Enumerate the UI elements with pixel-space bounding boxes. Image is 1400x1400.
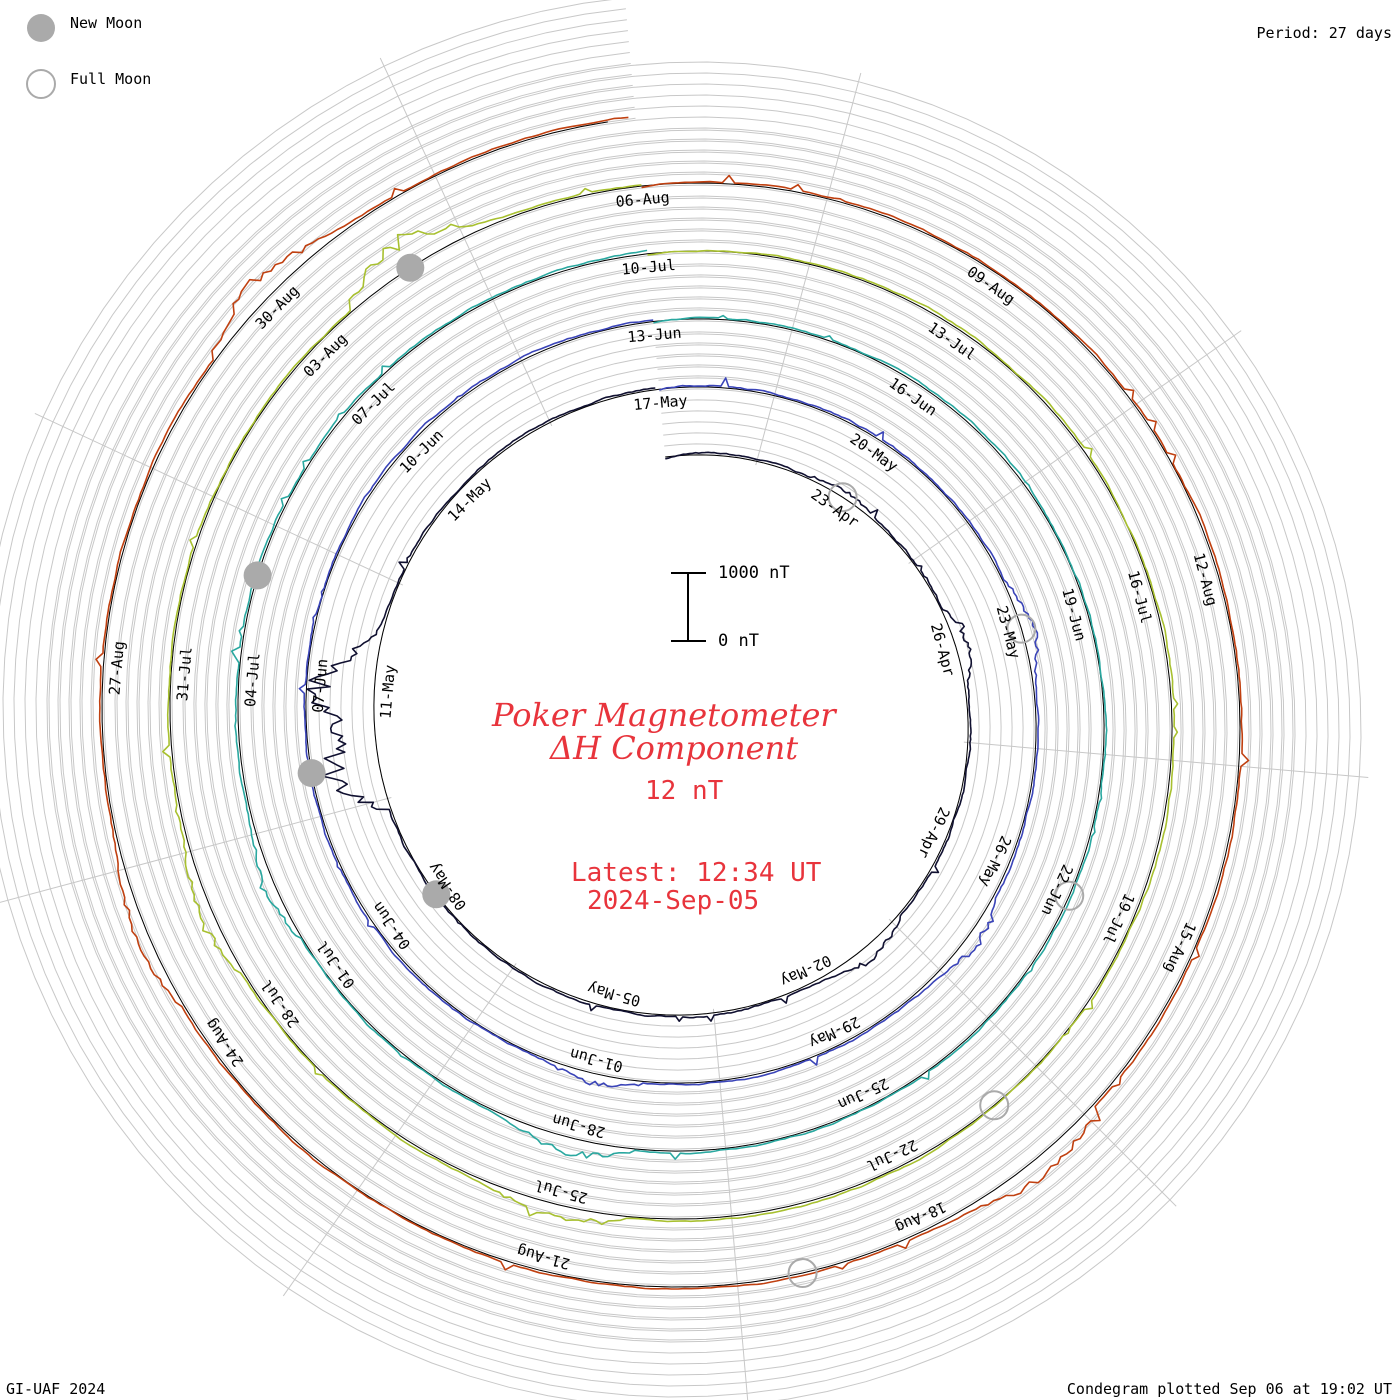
full-moon-marker — [1006, 613, 1037, 644]
grid-spoke — [0, 797, 392, 903]
date-label: 27-Aug — [105, 640, 128, 696]
spiral-baselines — [101, 121, 1241, 1288]
grid-spoke — [963, 741, 1369, 779]
new-moon-marker — [243, 561, 272, 590]
trace-series-1 — [306, 387, 973, 1022]
date-label: 26-May — [976, 833, 1015, 890]
legend-symbols — [26, 14, 56, 99]
new-moon-marker — [297, 759, 326, 788]
latest-time: Latest: 12:34 UT — [571, 858, 822, 888]
trace-series-2 — [298, 319, 1040, 1088]
new-moon-marker — [396, 253, 425, 282]
full-moon-marker — [787, 1258, 818, 1289]
date-label: 10-Jul — [621, 256, 677, 279]
grid-spoke — [712, 1008, 749, 1400]
date-label: 29-Apr — [914, 804, 953, 861]
grid-spoke — [888, 918, 1177, 1207]
full-moon-marker — [1054, 880, 1085, 911]
date-label: 02-May — [777, 951, 834, 990]
full-moon-marker — [827, 482, 858, 513]
date-label: 13-Jun — [627, 324, 683, 347]
baseline-spiral — [101, 121, 1241, 1288]
date-label: 31-Jul — [173, 646, 196, 702]
trace-series-5 — [95, 116, 1250, 1290]
grid-spoke — [908, 330, 1242, 564]
date-label: 17-May — [633, 391, 689, 414]
legend-full-moon-label: Full Moon — [70, 70, 152, 88]
date-label: 26-Apr — [927, 621, 958, 678]
date-label: 07-Jun — [309, 658, 332, 714]
date-label: 04-Jul — [241, 652, 264, 708]
trace-series-3 — [230, 249, 1108, 1160]
chart-title: Poker Magnetometer — [492, 696, 836, 734]
current-value: 12 nT — [645, 776, 724, 806]
new-moon-icon — [27, 14, 55, 42]
new-moon-marker — [422, 880, 451, 909]
grid-spoke — [379, 57, 553, 427]
date-label: 29-May — [806, 1013, 863, 1052]
footer-credit: GI-UAF 2024 — [6, 1380, 106, 1398]
latest-date: 2024-Sep-05 — [587, 886, 760, 916]
date-label: 11-May — [376, 664, 399, 720]
scale-bottom-label: 0 nT — [718, 631, 759, 651]
legend-new-moon-label: New Moon — [70, 14, 143, 32]
grid — [0, 0, 1369, 1400]
footer-plotted: Condegram plotted Sep 06 at 19:02 UT — [1066, 1380, 1392, 1398]
date-label: 06-Aug — [615, 188, 671, 211]
chart-subtitle: ΔH Component — [550, 729, 799, 767]
grid-spoke — [755, 72, 862, 466]
scale-top-label: 1000 nT — [718, 563, 790, 583]
date-label: 05-May — [585, 979, 642, 1010]
full-moon-icon — [26, 69, 56, 99]
grid-spoke — [282, 963, 517, 1297]
data-traces — [95, 116, 1250, 1290]
trace-series-4 — [162, 184, 1179, 1226]
grid-spoke — [34, 412, 404, 586]
moon-markers — [243, 253, 1085, 1289]
full-moon-marker — [979, 1090, 1010, 1121]
scale-bar — [671, 572, 706, 642]
period-label: Period: 27 days — [1256, 24, 1392, 42]
